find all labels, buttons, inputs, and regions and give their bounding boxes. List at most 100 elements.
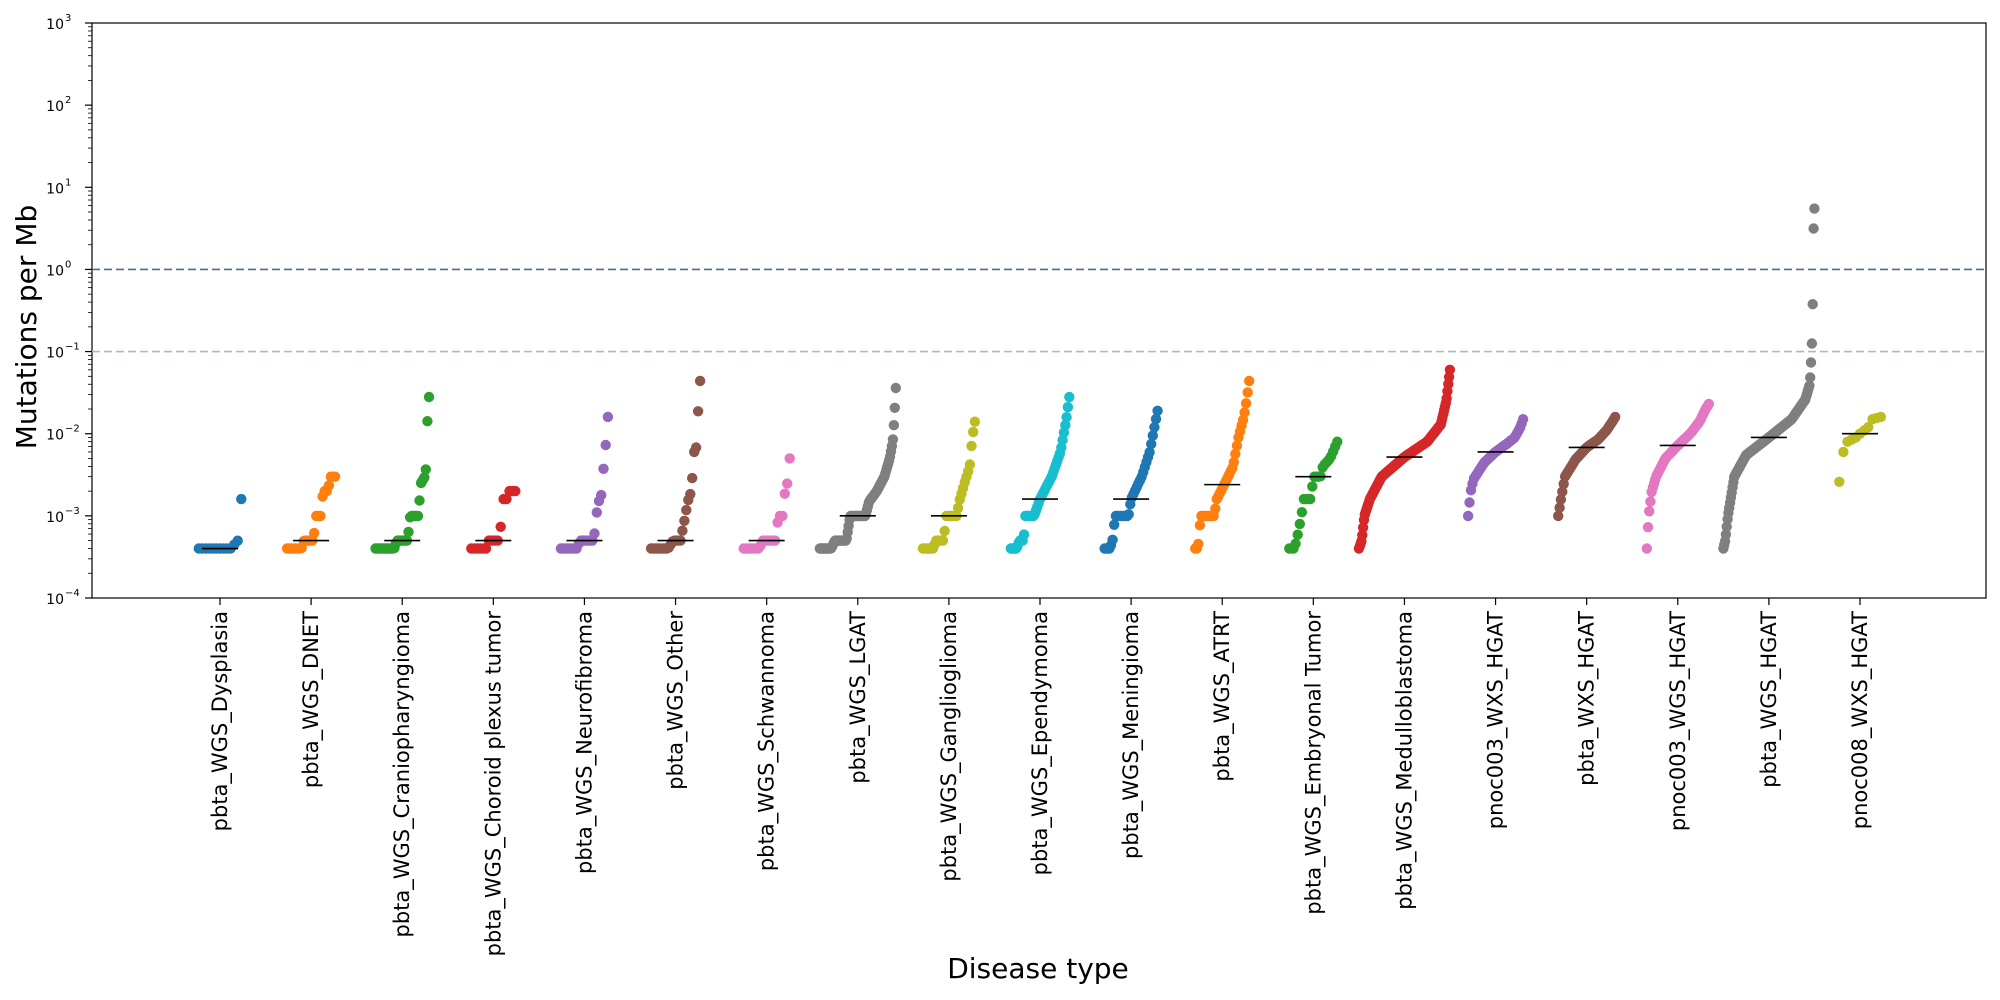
data-point bbox=[1296, 507, 1308, 518]
x-tick-label-18: pnoc008_WXS_HGAT bbox=[1848, 611, 1873, 829]
data-point bbox=[1018, 529, 1030, 540]
data-point bbox=[685, 488, 696, 500]
series-5 bbox=[645, 375, 706, 554]
x-tick-label-16: pnoc003_WGS_HGAT bbox=[1666, 611, 1691, 831]
x-tick-label-4: pbta_WGS_Neurofibroma bbox=[572, 611, 597, 874]
data-point bbox=[679, 515, 690, 526]
x-axis-title: Disease type bbox=[947, 952, 1129, 985]
data-point bbox=[602, 411, 614, 423]
data-point bbox=[423, 391, 435, 403]
data-point bbox=[1107, 534, 1118, 545]
data-point bbox=[323, 480, 335, 491]
data-point bbox=[1109, 519, 1120, 530]
x-tick-label-13: pbta_WGS_Medulloblastoma bbox=[1392, 611, 1417, 910]
data-point bbox=[690, 442, 702, 453]
data-point bbox=[598, 463, 609, 474]
y-tick-exponent-2: −2 bbox=[65, 424, 80, 435]
data-point bbox=[784, 453, 795, 464]
data-point bbox=[890, 382, 901, 394]
data-point bbox=[677, 525, 688, 536]
data-point bbox=[937, 535, 949, 546]
data-point bbox=[694, 375, 706, 387]
data-point bbox=[589, 528, 600, 539]
x-tick-label-17: pbta_WGS_HGAT bbox=[1757, 611, 1782, 788]
data-point bbox=[412, 510, 424, 522]
x-tick-label-9: pbta_WGS_Ependymoma bbox=[1028, 611, 1053, 875]
data-point bbox=[1062, 401, 1074, 413]
y-tick-label-5: 10 bbox=[46, 181, 64, 197]
x-tick-label-7: pbta_WGS_LGAT bbox=[846, 611, 871, 784]
data-point bbox=[966, 440, 977, 452]
data-point bbox=[1806, 338, 1818, 349]
series-16 bbox=[1641, 398, 1715, 554]
data-point bbox=[1553, 510, 1564, 522]
data-point bbox=[681, 504, 692, 516]
data-point bbox=[782, 478, 793, 489]
data-point bbox=[1123, 509, 1134, 520]
series-15 bbox=[1553, 411, 1621, 522]
data-point bbox=[952, 502, 964, 514]
series-2 bbox=[370, 391, 435, 554]
data-point bbox=[1703, 398, 1715, 410]
y-tick-label-1: 10 bbox=[46, 510, 64, 526]
series-10 bbox=[1099, 405, 1163, 554]
x-tick-label-11: pbta_WGS_ATRT bbox=[1210, 611, 1235, 782]
data-point bbox=[692, 406, 704, 417]
x-tick-label-3: pbta_WGS_Choroid plexus tumor bbox=[481, 611, 506, 957]
series-9 bbox=[1005, 391, 1075, 554]
data-point bbox=[309, 527, 320, 539]
data-point bbox=[969, 416, 981, 427]
data-point bbox=[1210, 503, 1221, 514]
y-tick-exponent-3: −1 bbox=[65, 342, 80, 353]
data-point bbox=[1357, 529, 1368, 541]
data-point bbox=[1464, 497, 1475, 508]
y-tick-label-6: 10 bbox=[46, 99, 64, 115]
data-point bbox=[887, 434, 899, 445]
x-tick-label-1: pbta_WGS_DNET bbox=[299, 611, 324, 788]
data-point bbox=[1863, 422, 1874, 433]
y-tick-exponent-7: 3 bbox=[65, 13, 71, 24]
data-point bbox=[1240, 398, 1252, 409]
data-point bbox=[779, 488, 790, 499]
data-point bbox=[1462, 510, 1474, 522]
data-point bbox=[777, 510, 788, 522]
data-point bbox=[1230, 448, 1241, 460]
data-point bbox=[1557, 486, 1568, 497]
data-point bbox=[1061, 412, 1072, 423]
data-point bbox=[1807, 299, 1818, 310]
y-tick-label-3: 10 bbox=[46, 346, 64, 362]
data-point bbox=[1357, 522, 1369, 533]
data-point bbox=[1239, 407, 1250, 418]
data-point bbox=[422, 416, 433, 427]
data-point bbox=[1194, 520, 1206, 531]
x-tick-label-2: pbta_WGS_Craniopharyngioma bbox=[390, 611, 415, 938]
data-point bbox=[600, 439, 611, 451]
data-point bbox=[1292, 529, 1303, 540]
data-point bbox=[1152, 405, 1163, 416]
data-point bbox=[420, 464, 431, 475]
y-tick-exponent-0: −4 bbox=[65, 588, 80, 599]
data-point bbox=[236, 493, 247, 505]
series-13 bbox=[1353, 364, 1456, 554]
series-1 bbox=[281, 471, 341, 554]
data-point bbox=[964, 459, 976, 470]
data-point bbox=[687, 472, 698, 484]
data-point bbox=[1641, 543, 1653, 554]
y-tick-exponent-5: 1 bbox=[65, 177, 71, 188]
data-point bbox=[968, 426, 979, 438]
x-tick-label-6: pbta_WGS_Schwannoma bbox=[755, 611, 780, 871]
series-18 bbox=[1834, 411, 1887, 487]
data-point bbox=[1805, 372, 1816, 383]
data-point bbox=[1144, 447, 1155, 458]
x-tick-label-8: pbta_WGS_Ganglioglioma bbox=[937, 611, 962, 882]
data-point bbox=[1645, 496, 1656, 507]
series-14 bbox=[1462, 414, 1529, 522]
data-point bbox=[1804, 380, 1815, 391]
series-3 bbox=[466, 485, 521, 554]
data-point bbox=[1242, 387, 1253, 398]
data-point bbox=[888, 420, 900, 431]
data-point bbox=[329, 471, 341, 482]
data-point bbox=[1838, 446, 1849, 458]
data-point bbox=[1290, 538, 1301, 549]
